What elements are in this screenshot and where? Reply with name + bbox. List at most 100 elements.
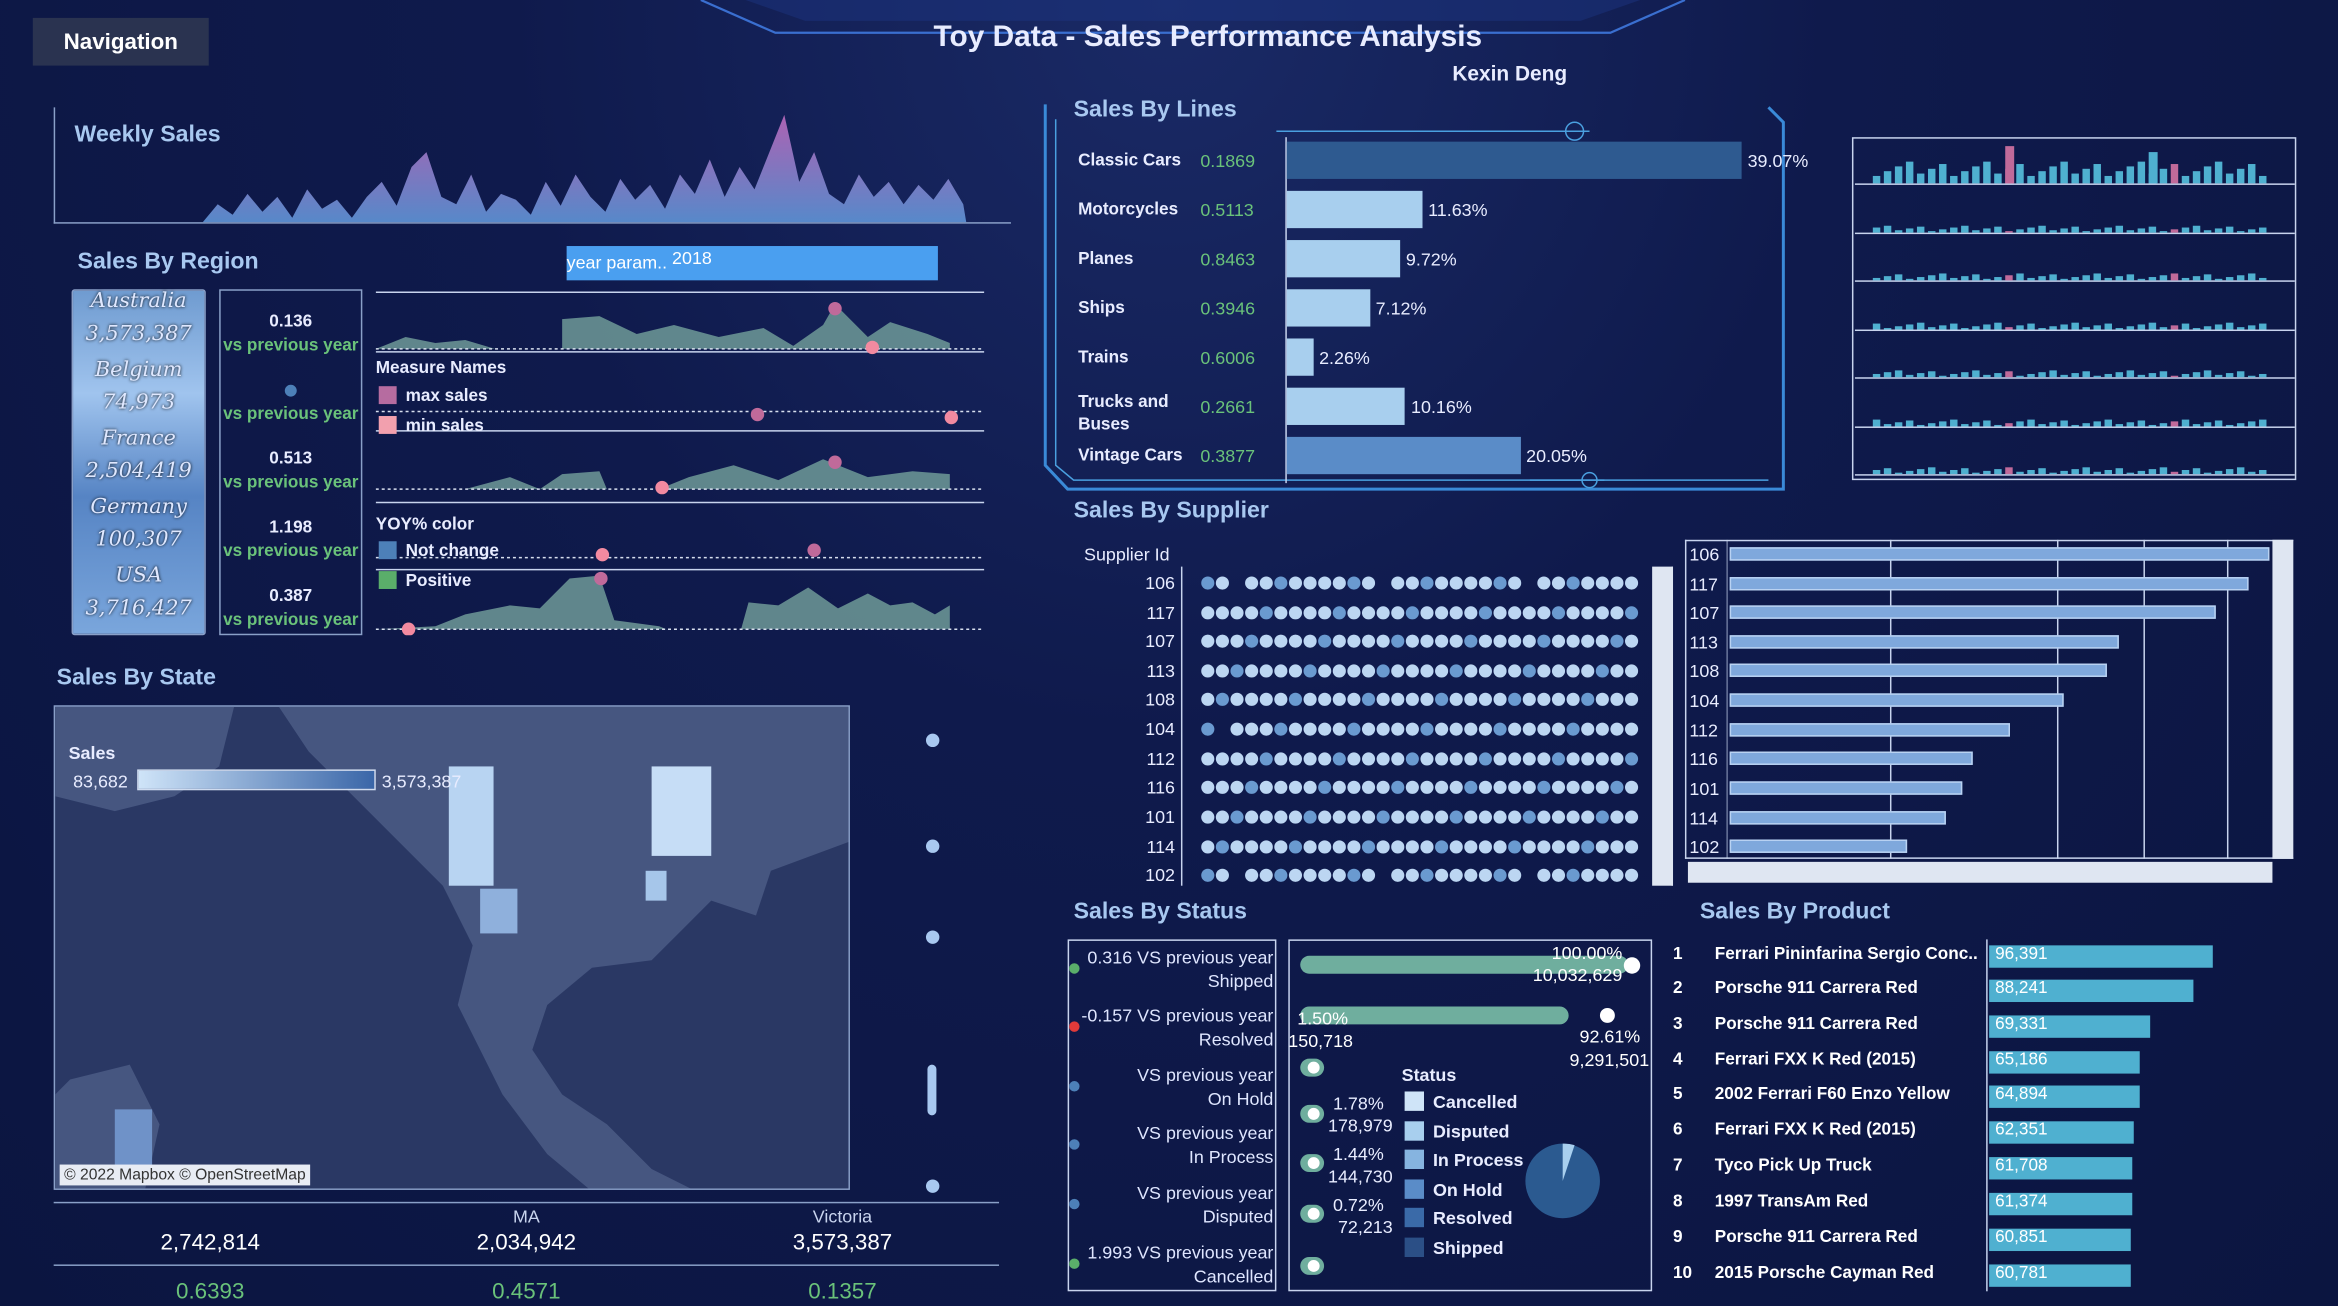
supplier-scrollbar[interactable] [1652, 566, 1674, 886]
year-param-label: year param.. [566, 251, 668, 273]
spark-bar [1905, 161, 1914, 184]
supplier-dot [1435, 810, 1449, 824]
spark-bar [2236, 467, 2245, 475]
supplier-bar-id-3: 113 [1689, 632, 1718, 654]
supplier-bar-1[interactable] [1729, 577, 2248, 591]
supplier-h-scrollbar[interactable] [1687, 861, 2273, 883]
supplier-bar-panel [1684, 539, 2294, 859]
spark-bar [2225, 424, 2234, 426]
status-yoy-panel [1067, 939, 1277, 1292]
weekly-sales-panel [53, 107, 1011, 224]
supplier-bar-10[interactable] [1729, 839, 1908, 853]
line-bar-5[interactable] [1286, 387, 1406, 425]
spark-bar [2071, 424, 2079, 426]
supplier-dot [1595, 868, 1609, 882]
supplier-dot [1361, 868, 1376, 882]
line-bar-0[interactable] [1286, 141, 1742, 179]
supplier-bar-4[interactable] [1729, 663, 2108, 677]
spark-bar [2071, 469, 2079, 475]
supplier-bar-6[interactable] [1729, 723, 2011, 737]
supplier-bar-7[interactable] [1729, 751, 1973, 765]
product-bar-2[interactable]: 69,331 [1989, 1015, 2150, 1038]
supplier-dot [1420, 840, 1434, 854]
supplier-dot [1347, 576, 1361, 590]
supplier-bar-0[interactable] [1729, 547, 2270, 561]
supplier-dot [1464, 606, 1478, 620]
supplier-bar-3[interactable] [1729, 635, 2119, 649]
supplier-bar-5[interactable] [1729, 693, 2065, 707]
supplier-dot [1303, 722, 1317, 736]
line-pct-1: 11.63% [1428, 199, 1488, 221]
year-param-control[interactable]: year param.. 2018 [566, 246, 938, 281]
sales-by-status-title: Sales By Status [1073, 899, 1248, 925]
spark-bar [2049, 166, 2057, 184]
supplier-dot [1274, 810, 1288, 824]
product-bar-6[interactable]: 61,708 [1989, 1157, 2133, 1180]
line-bar-2[interactable] [1286, 240, 1400, 278]
supplier-dot [1303, 576, 1317, 590]
supplier-bar-scrollbar[interactable] [2272, 539, 2294, 859]
supplier-dot [1405, 634, 1419, 648]
supplier-col-label: Supplier Id [1084, 544, 1170, 566]
spark-bar [1916, 424, 1925, 426]
spark-bar [2038, 225, 2046, 232]
product-value-5: 62,351 [1995, 1121, 2048, 1140]
spark-bar [1972, 166, 1980, 184]
spark-bar [1872, 226, 1881, 232]
spark-bar [1972, 421, 1980, 426]
spark-bar [2181, 418, 2190, 426]
spark-bar [1950, 373, 1958, 378]
product-bar-8[interactable]: 60,851 [1989, 1228, 2131, 1252]
line-pct-4: 2.26% [1319, 347, 1370, 369]
product-bar-1[interactable]: 88,241 [1989, 979, 2194, 1003]
supplier-bar-id-5: 104 [1689, 690, 1720, 712]
supplier-bar-2[interactable] [1729, 605, 2216, 619]
supplier-dot [1245, 722, 1259, 736]
product-bar-9[interactable]: 60,781 [1989, 1264, 2131, 1287]
status-bar-resolved [1300, 1006, 1569, 1025]
state-scroll-dot-1[interactable] [925, 839, 940, 853]
line-bar-3[interactable] [1286, 289, 1370, 327]
supplier-dot [1332, 840, 1346, 854]
state-scroll-handle[interactable] [927, 1064, 937, 1116]
status-pct-3: 1.78% [1332, 1092, 1384, 1114]
supplier-bar-id-10: 102 [1689, 836, 1720, 858]
supplier-dot [1625, 692, 1639, 706]
state-scroll-dot-3[interactable] [925, 1179, 940, 1193]
supplier-dot [1201, 664, 1215, 678]
page-title: Toy Data - Sales Performance Analysis [933, 20, 1483, 54]
state-scroll-dot-2[interactable] [925, 930, 940, 944]
product-name-3: Ferrari FXX K Red (2015) [1714, 1051, 1916, 1070]
state-scroll-dot-0[interactable] [925, 733, 940, 748]
supplier-dot [1245, 576, 1259, 590]
supplier-dot [1405, 692, 1419, 706]
product-bar-7[interactable]: 61,374 [1989, 1192, 2132, 1216]
supplier-bar-9[interactable] [1729, 811, 1946, 825]
supplier-dot [1391, 840, 1405, 854]
supplier-dot [1259, 722, 1273, 736]
state-col-ratio-1: 0.4571 [492, 1279, 561, 1305]
line-bar-4[interactable] [1286, 338, 1314, 376]
supplier-dot-row-6 [1201, 752, 1639, 766]
supplier-dot [1508, 840, 1522, 854]
spark-bar [2115, 372, 2124, 378]
product-bar-3[interactable]: 65,186 [1989, 1051, 2141, 1074]
state-col-value-2: 3,573,387 [792, 1230, 893, 1256]
supplier-dot [1347, 868, 1361, 882]
line-bar-1[interactable] [1286, 190, 1423, 229]
product-bar-5[interactable]: 62,351 [1989, 1121, 2134, 1144]
supplier-bar-8[interactable] [1729, 781, 1962, 795]
spark-bar [2148, 373, 2157, 378]
spark-bar [2137, 470, 2146, 475]
spark-bar [2181, 226, 2190, 232]
legend-not-change: Not change [378, 541, 499, 561]
product-bar-4[interactable]: 64,894 [1989, 1085, 2140, 1108]
supplier-dot [1551, 576, 1566, 590]
spark-bar [1950, 277, 1958, 281]
line-bar-6[interactable] [1286, 436, 1521, 475]
supplier-dot [1318, 752, 1332, 766]
product-value-7: 61,374 [1995, 1192, 2048, 1211]
spark-bar [1916, 173, 1925, 184]
product-bar-0[interactable]: 96,391 [1989, 945, 2213, 968]
navigation-button[interactable]: Navigation [32, 17, 209, 66]
